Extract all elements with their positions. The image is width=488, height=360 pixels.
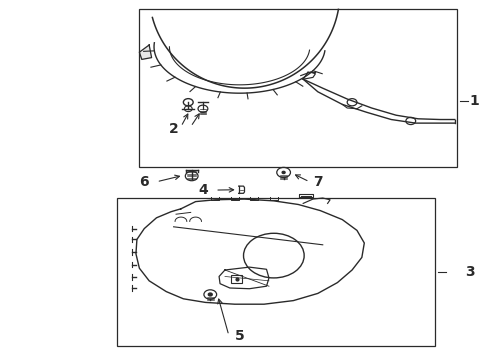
Circle shape <box>282 171 285 174</box>
Text: 3: 3 <box>464 265 473 279</box>
Bar <box>117 198 434 346</box>
Circle shape <box>208 293 212 296</box>
Bar <box>139 9 456 167</box>
Text: 2: 2 <box>168 122 178 135</box>
Text: 5: 5 <box>234 329 244 342</box>
Polygon shape <box>139 45 151 59</box>
Bar <box>231 275 242 283</box>
Text: 6: 6 <box>139 175 149 189</box>
Text: 1: 1 <box>468 94 478 108</box>
Text: 4: 4 <box>198 183 207 197</box>
Text: 7: 7 <box>312 175 322 189</box>
